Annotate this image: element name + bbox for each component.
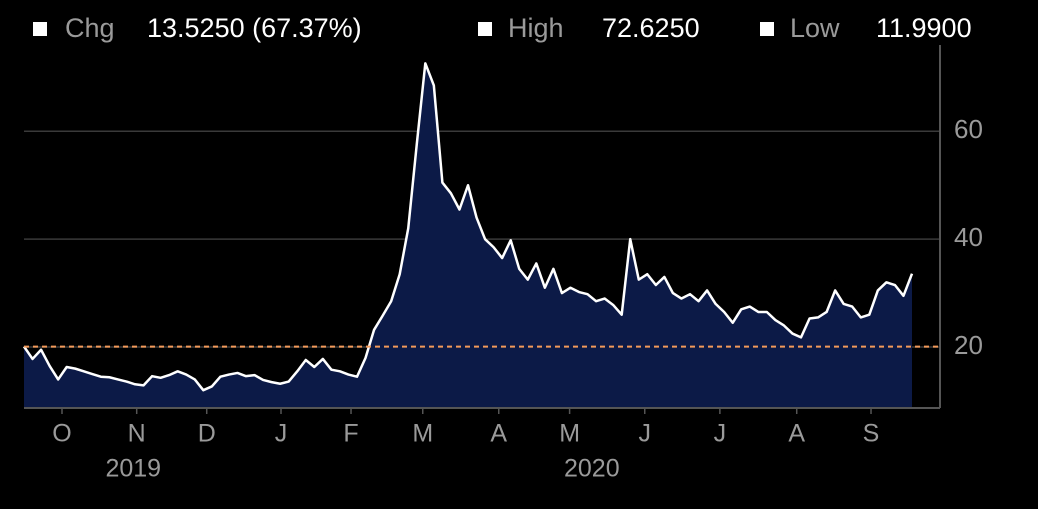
stat-value: 11.9900 [876, 13, 972, 43]
stat-value: 13.5250 (67.37%) [147, 13, 362, 43]
x-tick-label: J [275, 420, 288, 448]
area [24, 63, 912, 409]
legend-swatch [33, 22, 47, 36]
x-tick-label: J [638, 420, 651, 448]
legend-swatch [760, 22, 774, 36]
x-tick-label: M [559, 420, 580, 448]
year-label: 2020 [564, 455, 620, 483]
y-tick-label: 60 [954, 114, 983, 144]
stat-label: High [508, 13, 564, 43]
stat-value: 72.6250 [602, 13, 700, 43]
x-tick-label: O [52, 420, 71, 448]
x-tick-label: A [788, 420, 805, 448]
legend-swatch [478, 22, 492, 36]
y-tick-label: 40 [954, 222, 983, 252]
x-tick-label: A [490, 420, 507, 448]
year-label: 2019 [105, 455, 161, 483]
x-tick-label: N [128, 420, 146, 448]
x-tick-label: J [714, 420, 727, 448]
stat-label: Low [790, 13, 840, 43]
line [22, 62, 914, 392]
x-tick-label: M [412, 420, 433, 448]
x-tick-label: D [198, 420, 216, 448]
y-tick-label: 20 [954, 330, 983, 360]
stat-label: Chg [65, 13, 115, 43]
x-tick-label: S [863, 420, 880, 448]
x-tick-label: F [343, 420, 358, 448]
